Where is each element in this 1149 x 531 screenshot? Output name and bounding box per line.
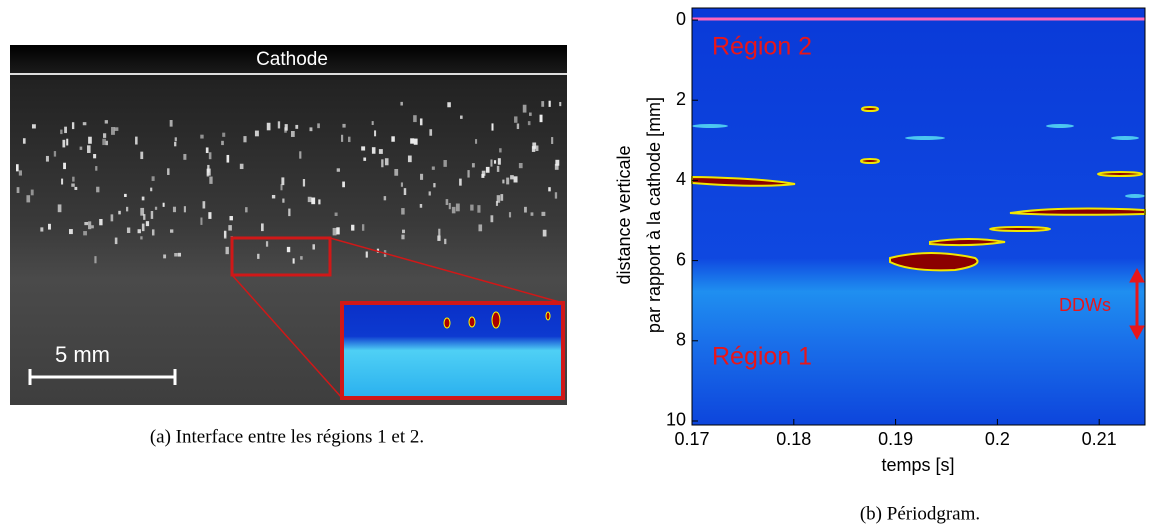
zoom-line bbox=[231, 274, 343, 399]
ddws-arrow bbox=[1129, 267, 1145, 341]
ddws-label: DDWs bbox=[1059, 295, 1111, 315]
region-label: Région 2 bbox=[712, 33, 812, 61]
region-label: Région 1 bbox=[712, 343, 812, 371]
scale-bar-label: 5 mm bbox=[55, 342, 110, 367]
inset-spots bbox=[443, 311, 551, 329]
caption: (b) Périodgram. bbox=[860, 503, 980, 524]
x-tick-label: 0.19 bbox=[878, 429, 913, 449]
axes: 0.17 0.18 0.19 0.2 0.21 0 2 4 6 8 10 bbox=[666, 9, 1117, 449]
x-tick-label: 0.17 bbox=[674, 429, 709, 449]
x-axis-label: temps [s] bbox=[881, 455, 954, 475]
zoom-box bbox=[230, 236, 332, 277]
particles bbox=[16, 100, 562, 264]
plot-frame bbox=[691, 7, 1146, 426]
cathode-label: Cathode bbox=[256, 49, 328, 70]
photo-panel: Cathode 5 mm (a) Interface entre les rég… bbox=[10, 45, 567, 447]
y-tick-label: 6 bbox=[676, 249, 686, 269]
faint-spots bbox=[692, 124, 1145, 198]
y-axis-label: par rapport à la cathode [mm] bbox=[644, 97, 664, 333]
y-tick-label: 0 bbox=[676, 9, 686, 29]
heatmap bbox=[692, 8, 1145, 425]
x-tick-label: 0.21 bbox=[1082, 429, 1117, 449]
x-tick-label: 0.2 bbox=[985, 429, 1010, 449]
inset bbox=[340, 301, 565, 400]
y-axis-label: distance verticale bbox=[614, 145, 634, 284]
x-tick-label: 0.18 bbox=[776, 429, 811, 449]
y-tick-label: 2 bbox=[676, 89, 686, 109]
periodogram-panel: 0.17 0.18 0.19 0.2 0.21 0 2 4 6 8 10 distance vert… bbox=[614, 7, 1146, 524]
y-tick-label: 8 bbox=[676, 330, 686, 350]
caption: (a) Interface entre les régions 1 et 2. bbox=[150, 426, 424, 447]
y-tick-label: 10 bbox=[666, 410, 686, 430]
y-tick-label: 4 bbox=[676, 169, 686, 189]
zoom-line bbox=[329, 237, 564, 304]
